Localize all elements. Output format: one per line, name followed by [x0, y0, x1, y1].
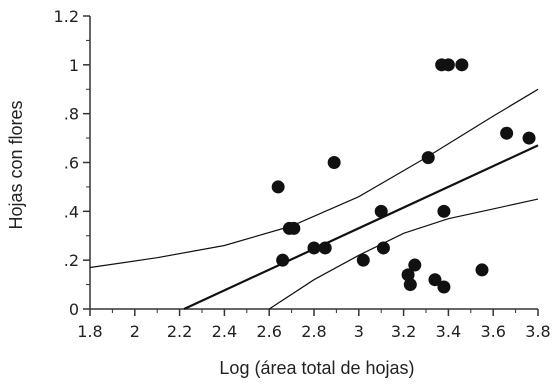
data-point — [376, 241, 390, 255]
x-tick-label: 2.4 — [212, 322, 237, 341]
data-points — [271, 58, 536, 294]
data-point — [403, 278, 417, 292]
x-tick-label: 3.6 — [480, 322, 505, 341]
y-tick-label: .6 — [64, 154, 79, 173]
y-tick-label: 0 — [69, 300, 79, 319]
data-point — [287, 221, 301, 235]
data-point — [421, 151, 435, 165]
x-tick-label: 3.4 — [436, 322, 461, 341]
x-tick-label: 1.8 — [77, 322, 102, 341]
y-tick-label: .8 — [64, 105, 79, 124]
data-point — [276, 253, 290, 267]
y-ticks: 0 .2 .4 .6 .8 1 1.2 — [54, 7, 90, 319]
y-tick-label: .4 — [64, 202, 79, 221]
data-point — [318, 241, 332, 255]
data-point — [437, 204, 451, 218]
x-tick-label: 3.8 — [525, 322, 550, 341]
data-point — [356, 253, 370, 267]
x-tick-label: 2.6 — [256, 322, 281, 341]
data-point — [271, 180, 285, 194]
data-point — [428, 273, 442, 287]
data-point — [401, 268, 415, 282]
y-tick-label: .2 — [64, 251, 79, 270]
data-point — [307, 241, 321, 255]
data-point — [408, 258, 422, 272]
data-point — [455, 58, 469, 72]
data-point — [522, 131, 536, 145]
data-point — [500, 126, 514, 140]
x-tick-label: 2.8 — [301, 322, 326, 341]
data-point — [327, 156, 341, 169]
y-tick-label: 1 — [69, 56, 79, 75]
data-point — [437, 280, 451, 294]
y-axis-title: Hojas con flores — [6, 100, 26, 229]
x-axis: 1.8 2 2.2 2.4 2.6 2.8 3 3.2 3.4 3.6 3.8 — [77, 308, 551, 341]
y-tick-label: 1.2 — [54, 7, 79, 26]
x-tick-label: 3 — [354, 322, 364, 341]
lower-confidence-band — [268, 198, 539, 310]
x-tick-label: 2 — [130, 322, 140, 341]
x-tick-label: 3.2 — [391, 322, 416, 341]
upper-confidence-band — [89, 88, 539, 269]
x-tick-label: 2.2 — [167, 322, 192, 341]
data-point — [374, 204, 388, 218]
data-point — [441, 58, 455, 72]
y-axis: 0 .2 .4 .6 .8 1 1.2 — [54, 7, 91, 319]
x-ticks: 1.8 2 2.2 2.4 2.6 2.8 3 3.2 3.4 3.6 3.8 — [77, 309, 551, 341]
x-axis-title: Log (área total de hojas) — [219, 358, 414, 378]
data-point — [475, 263, 489, 277]
regression-line — [183, 144, 539, 310]
